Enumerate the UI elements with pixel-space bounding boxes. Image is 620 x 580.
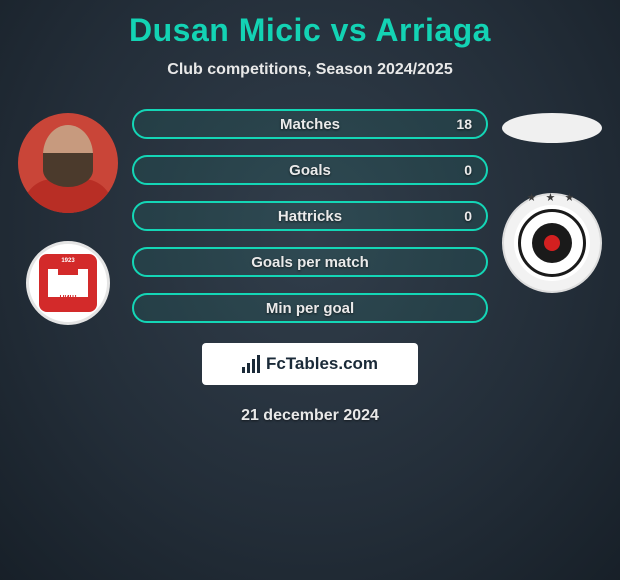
- stat-row-goals: Goals 0: [132, 155, 488, 185]
- date-label: 21 december 2024: [0, 407, 620, 425]
- stat-label: Goals: [289, 162, 331, 179]
- subtitle: Club competitions, Season 2024/2025: [0, 61, 620, 79]
- club-badge-left: 1923 НИШ: [26, 241, 110, 325]
- stat-row-hattricks: Hattricks 0: [132, 201, 488, 231]
- stats-column: Matches 18 Goals 0 Hattricks 0 Goals per…: [128, 109, 492, 323]
- right-player-column: ★ ★ ★: [492, 109, 612, 293]
- page-title: Dusan Micic vs Arriaga: [0, 0, 620, 49]
- watermark-bars-icon: [242, 355, 260, 373]
- stat-label: Goals per match: [251, 254, 369, 271]
- stat-row-min-per-goal: Min per goal: [132, 293, 488, 323]
- stat-label: Hattricks: [278, 208, 342, 225]
- badge-year: 1923: [61, 258, 74, 264]
- watermark-text: FcTables.com: [266, 354, 378, 374]
- stat-value-right: 18: [456, 116, 472, 132]
- left-player-column: 1923 НИШ: [8, 109, 128, 325]
- stat-label: Matches: [280, 116, 340, 133]
- stat-value-right: 0: [464, 208, 472, 224]
- player-photo-right-placeholder: [502, 113, 602, 143]
- stat-label: Min per goal: [266, 300, 354, 317]
- comparison-row: 1923 НИШ Matches 18 Goals 0 Hattricks 0: [0, 109, 620, 325]
- player-photo-left: [18, 113, 118, 213]
- watermark: FcTables.com: [202, 343, 418, 385]
- badge-text: НИШ: [59, 295, 76, 302]
- stat-row-matches: Matches 18: [132, 109, 488, 139]
- club-badge-right: ★ ★ ★: [502, 193, 602, 293]
- stat-value-right: 0: [464, 162, 472, 178]
- badge-stars-icon: ★ ★ ★: [527, 191, 578, 204]
- stat-row-goals-per-match: Goals per match: [132, 247, 488, 277]
